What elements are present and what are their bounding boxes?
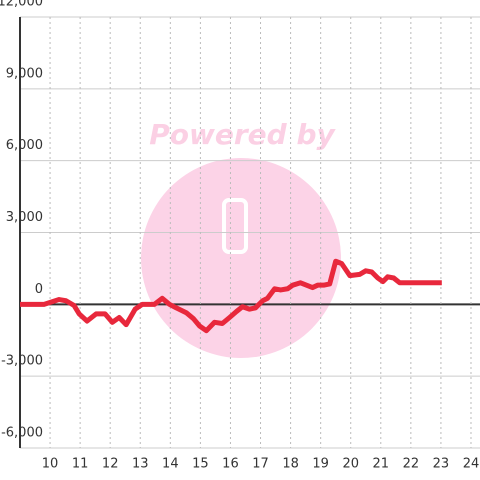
y-tick-label: 3,000 — [6, 210, 43, 225]
x-tick-label: 20 — [342, 457, 359, 472]
y-tick-label: 9,000 — [6, 66, 43, 81]
x-tick-label: 13 — [132, 457, 149, 472]
y-tick-label: 0 — [35, 282, 43, 297]
watermark-circle — [141, 158, 341, 358]
x-tick-label: 18 — [282, 457, 299, 472]
x-tick-label: 11 — [72, 457, 89, 472]
x-tick-label: 19 — [312, 457, 329, 472]
y-tick-label: 12,000 — [0, 0, 43, 10]
data-line — [20, 258, 442, 334]
x-tick-label: 17 — [252, 457, 269, 472]
x-tick-label: 14 — [162, 457, 179, 472]
x-tick-label: 23 — [433, 457, 450, 472]
x-tick-label: 22 — [403, 457, 420, 472]
y-tick-label: 6,000 — [6, 138, 43, 153]
y-tick-label: -6,000 — [1, 426, 43, 441]
x-tick-label: 24 — [463, 457, 480, 472]
x-tick-label: 15 — [192, 457, 209, 472]
y-tick-label: -3,000 — [1, 354, 43, 369]
x-tick-label: 16 — [222, 457, 239, 472]
watermark-text: Powered by — [149, 118, 336, 151]
watermark-icon — [222, 198, 248, 254]
x-tick-label: 21 — [373, 457, 390, 472]
x-tick-label: 12 — [102, 457, 119, 472]
x-tick-label: 10 — [42, 457, 59, 472]
